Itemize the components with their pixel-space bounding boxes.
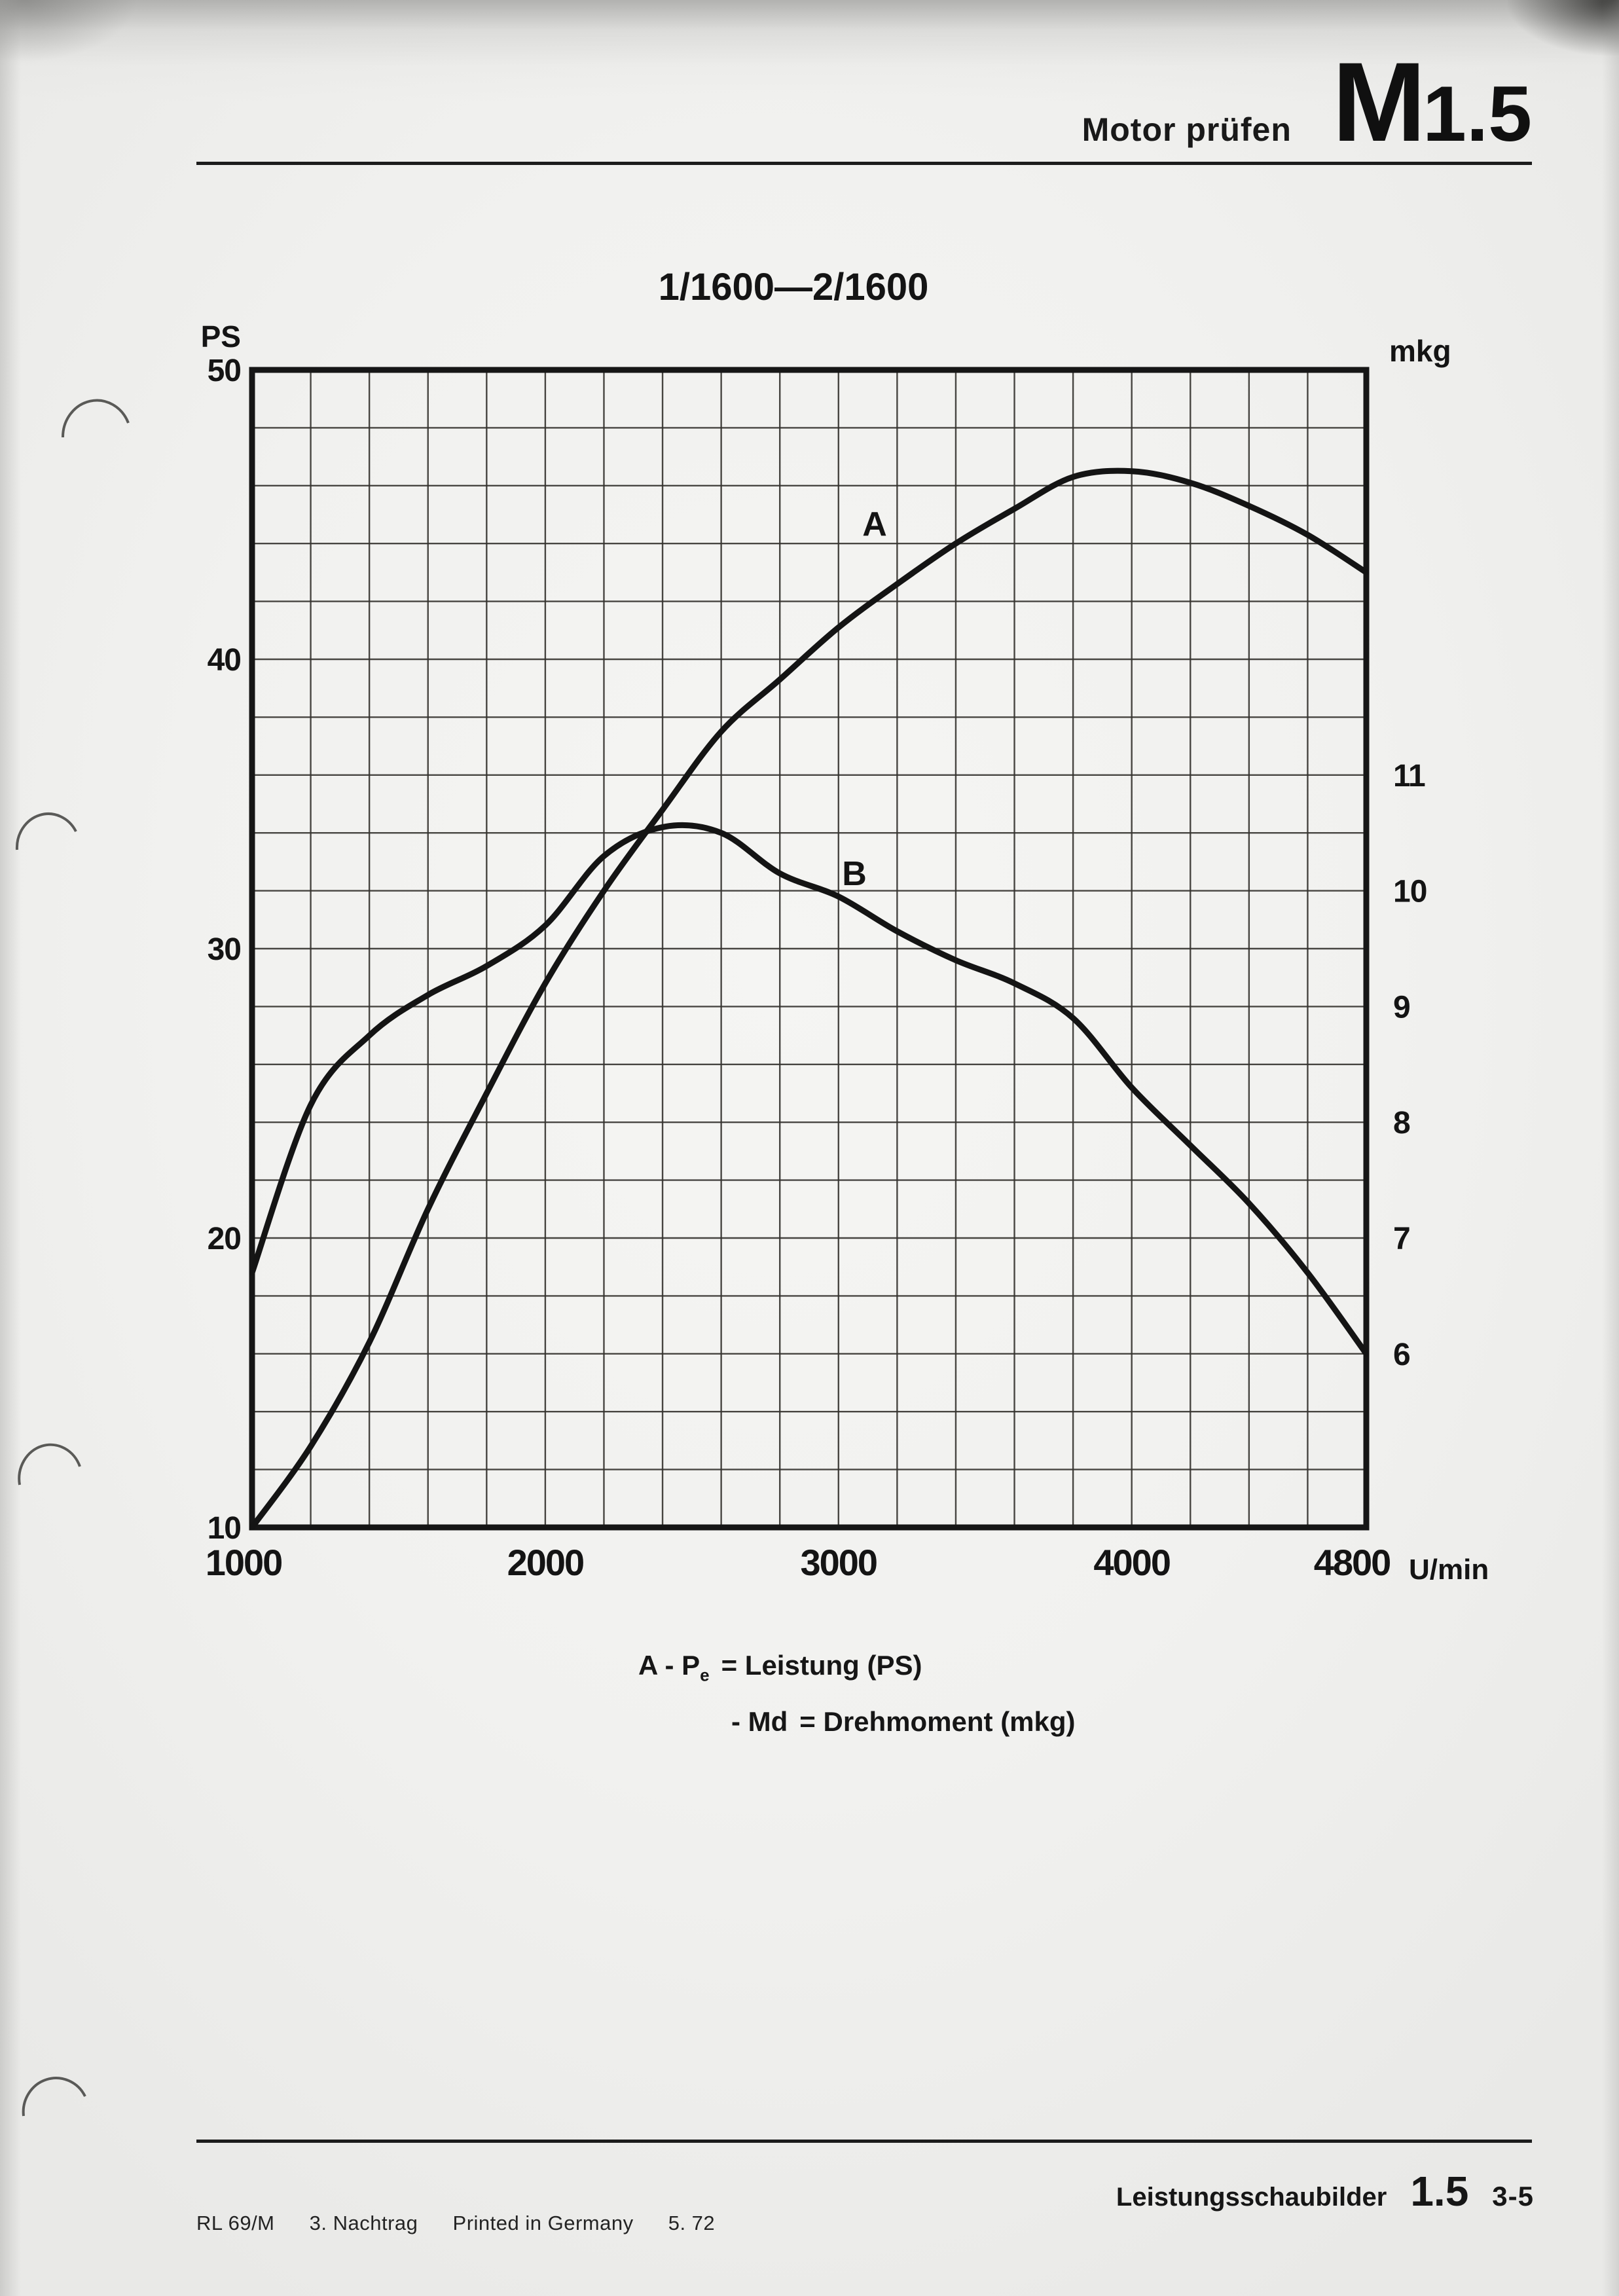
legend-torque-line: - Md = Drehmoment (mkg) — [731, 1706, 1076, 1738]
legend-power-line: A - Pe = Leistung (PS) — [638, 1650, 1076, 1685]
footer-section-code: 1.5 — [1410, 2168, 1469, 2215]
section-code-number: 1.5 — [1423, 70, 1532, 158]
right-axis-unit-label: mkg — [1389, 334, 1451, 368]
footer-section-reference: Leistungsschaubilder 1.5 3-5 — [1116, 2167, 1534, 2215]
section-code-letter: M — [1332, 39, 1426, 165]
punch-hole-arc — [15, 812, 77, 850]
imprint-printed-in: Printed in Germany — [452, 2212, 634, 2234]
curve-b-label: B — [842, 855, 867, 893]
legend-torque-key: - Md — [731, 1706, 788, 1738]
right-axis-tick-label: 11 — [1393, 759, 1425, 793]
right-axis-tick-label: 6 — [1393, 1338, 1410, 1372]
left-axis-tick-label: 40 — [208, 643, 241, 678]
punch-hole-arc — [22, 2077, 86, 2117]
legend-power-key: A - P — [638, 1650, 700, 1681]
left-axis-unit-label: PS — [201, 319, 241, 354]
right-axis-tick-label: 8 — [1393, 1106, 1410, 1140]
section-code: M 1.5 — [1332, 46, 1532, 158]
curve-b-drehmoment — [249, 822, 1370, 1357]
x-axis-tick-label: 1000 — [206, 1542, 282, 1583]
chart-legend: A - Pe = Leistung (PS) - Md = Drehmoment (… — [638, 1650, 1076, 1738]
left-axis-tick-label: 20 — [208, 1222, 241, 1256]
imprint-supplement: 3. Nachtrag — [309, 2212, 418, 2234]
footer-chapter-title: Leistungsschaubilder — [1116, 2183, 1387, 2212]
imprint-date: 5. 72 — [668, 2212, 716, 2234]
x-axis-tick-label: 2000 — [507, 1542, 584, 1583]
punch-hole-arc — [61, 399, 130, 438]
curve-a-label: A — [862, 505, 887, 543]
chart-grid — [252, 370, 1366, 1527]
legend-torque-definition: = Drehmoment (mkg) — [799, 1706, 1076, 1738]
x-axis-unit-label: U/min — [1409, 1554, 1489, 1586]
section-title: Motor prüfen — [1082, 111, 1292, 148]
x-axis-tick-label: 4800 — [1314, 1542, 1391, 1583]
footer-imprint: RL 69/M 3. Nachtrag Printed in Germany 5… — [196, 2212, 744, 2235]
punch-hole-marks — [15, 399, 130, 2117]
curve-a-leistung — [249, 467, 1370, 1531]
left-axis-tick-label: 50 — [208, 354, 241, 388]
punch-hole-arc — [18, 1443, 81, 1485]
chart-tick-labels: 1000 2000 3000 4000 4800 50 40 30 20 10 11 10 9 8 7 6 — [206, 354, 1428, 1583]
legend-power-subscript: e — [700, 1665, 710, 1685]
chart-curves — [249, 467, 1370, 1531]
right-axis-tick-label: 9 — [1393, 990, 1410, 1025]
legend-power-definition: = Leistung (PS) — [721, 1650, 922, 1681]
footer-divider-line — [196, 2140, 1532, 2143]
x-axis-tick-label: 4000 — [1093, 1542, 1170, 1583]
right-axis-tick-label: 7 — [1393, 1222, 1410, 1256]
header-divider-line — [196, 162, 1532, 165]
left-axis-tick-label: 30 — [208, 932, 241, 967]
right-axis-tick-label: 10 — [1393, 875, 1427, 909]
imprint-doc-code: RL 69/M — [196, 2212, 275, 2234]
chart-title: 1/1600—2/1600 — [659, 266, 929, 308]
left-axis-tick-label: 10 — [208, 1511, 241, 1546]
page-header: Motor prüfen M 1.5 — [1082, 46, 1532, 158]
x-axis-tick-label: 3000 — [801, 1542, 877, 1583]
chart-frame — [249, 367, 1370, 1531]
footer-page-number: 3-5 — [1492, 2181, 1534, 2212]
